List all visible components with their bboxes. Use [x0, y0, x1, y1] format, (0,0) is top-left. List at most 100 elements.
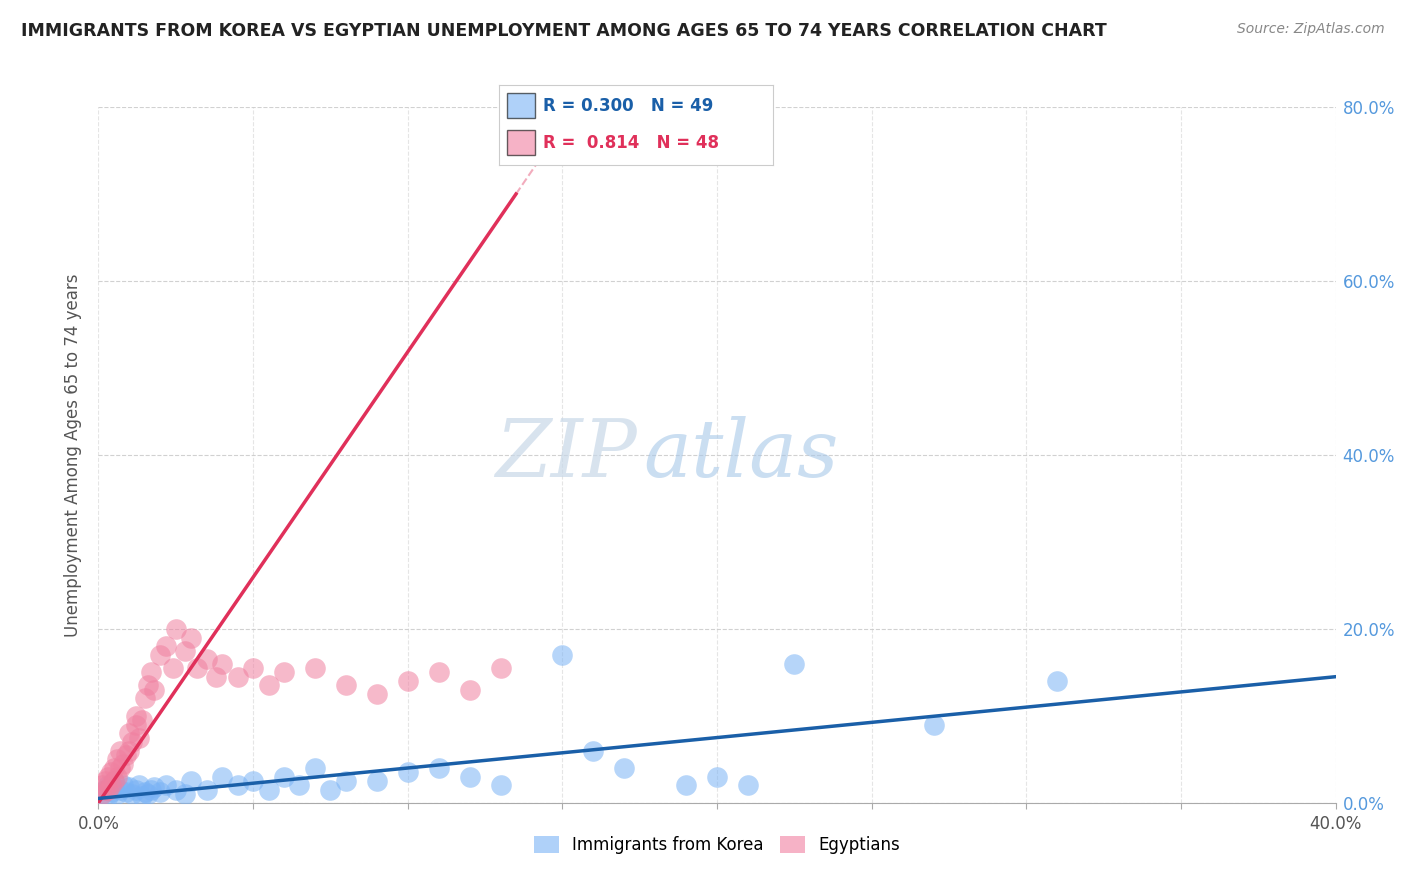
Point	[118, 780, 141, 794]
Point	[396, 765, 419, 780]
Point	[288, 778, 311, 792]
Point	[211, 657, 233, 671]
Legend: Immigrants from Korea, Egyptians: Immigrants from Korea, Egyptians	[527, 829, 907, 861]
Point	[97, 778, 120, 792]
Point	[922, 717, 945, 731]
FancyBboxPatch shape	[508, 129, 534, 155]
Point	[273, 665, 295, 680]
Point	[489, 661, 512, 675]
Point	[103, 761, 125, 775]
Point	[304, 661, 326, 675]
Point	[134, 691, 156, 706]
Point	[136, 787, 159, 801]
Point	[124, 782, 146, 797]
Point	[139, 665, 162, 680]
Point	[100, 765, 122, 780]
Point	[396, 674, 419, 689]
Point	[205, 670, 228, 684]
Point	[195, 782, 218, 797]
Point	[124, 708, 146, 723]
Point	[131, 713, 153, 727]
Point	[93, 782, 115, 797]
Point	[180, 774, 202, 789]
Point	[242, 774, 264, 789]
Text: atlas: atlas	[643, 417, 838, 493]
Point	[121, 787, 143, 801]
Y-axis label: Unemployment Among Ages 65 to 74 years: Unemployment Among Ages 65 to 74 years	[65, 273, 83, 637]
Text: IMMIGRANTS FROM KOREA VS EGYPTIAN UNEMPLOYMENT AMONG AGES 65 TO 74 YEARS CORRELA: IMMIGRANTS FROM KOREA VS EGYPTIAN UNEMPL…	[21, 22, 1107, 40]
Point	[675, 778, 697, 792]
Point	[112, 756, 135, 771]
Point	[162, 661, 184, 675]
Point	[90, 787, 112, 801]
Point	[128, 731, 150, 745]
Point	[174, 787, 197, 801]
Point	[143, 780, 166, 794]
Point	[131, 789, 153, 803]
Point	[100, 785, 122, 799]
Point	[108, 761, 131, 775]
Point	[97, 789, 120, 803]
Point	[115, 747, 138, 762]
Point	[257, 678, 280, 692]
Point	[211, 770, 233, 784]
Point	[366, 774, 388, 789]
Point	[100, 778, 122, 792]
Point	[105, 770, 128, 784]
Point	[118, 726, 141, 740]
Point	[186, 661, 208, 675]
Point	[458, 770, 481, 784]
Point	[155, 639, 177, 653]
Point	[335, 678, 357, 692]
Point	[551, 648, 574, 662]
Point	[93, 782, 115, 797]
Point	[139, 782, 162, 797]
Point	[103, 774, 125, 789]
Point	[108, 744, 131, 758]
Point	[335, 774, 357, 789]
Point	[143, 682, 166, 697]
Point	[195, 652, 218, 666]
Point	[582, 744, 605, 758]
Point	[112, 778, 135, 792]
Point	[489, 778, 512, 792]
Point	[105, 752, 128, 766]
Point	[105, 787, 128, 801]
Point	[90, 778, 112, 792]
Point	[257, 782, 280, 797]
Point	[174, 643, 197, 657]
Point	[226, 670, 249, 684]
Point	[180, 631, 202, 645]
Point	[97, 770, 120, 784]
Point	[242, 661, 264, 675]
Point	[783, 657, 806, 671]
Text: ZIP: ZIP	[495, 417, 637, 493]
Point	[737, 778, 759, 792]
FancyBboxPatch shape	[508, 93, 534, 119]
Point	[706, 770, 728, 784]
Point	[136, 678, 159, 692]
Text: R =  0.814   N = 48: R = 0.814 N = 48	[543, 134, 718, 152]
Point	[366, 687, 388, 701]
Point	[155, 778, 177, 792]
Point	[93, 774, 115, 789]
Point	[319, 782, 342, 797]
Point	[427, 665, 450, 680]
Point	[149, 648, 172, 662]
Point	[273, 770, 295, 784]
Point	[118, 744, 141, 758]
Point	[124, 717, 146, 731]
Point	[121, 735, 143, 749]
Point	[226, 778, 249, 792]
Point	[103, 780, 125, 794]
Text: Source: ZipAtlas.com: Source: ZipAtlas.com	[1237, 22, 1385, 37]
Point	[458, 682, 481, 697]
Point	[134, 785, 156, 799]
Point	[165, 622, 187, 636]
Text: R = 0.300   N = 49: R = 0.300 N = 49	[543, 96, 713, 114]
Point	[304, 761, 326, 775]
Point	[90, 787, 112, 801]
Point	[103, 774, 125, 789]
Point	[427, 761, 450, 775]
Point	[128, 778, 150, 792]
